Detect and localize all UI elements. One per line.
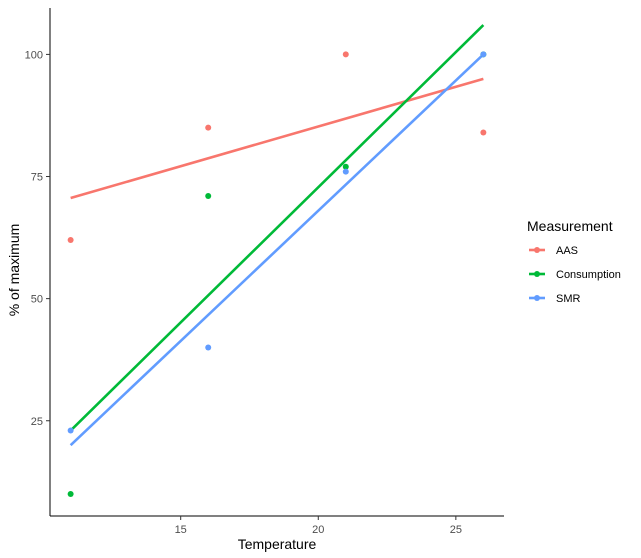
y-axis-title: % of maximum [6, 224, 22, 317]
legend-title: Measurement [527, 218, 613, 234]
y-tick-label-100: 100 [25, 49, 43, 61]
y-tick-label-75: 75 [31, 172, 43, 184]
legend-key-point-smr [534, 295, 540, 301]
data-points [67, 51, 487, 498]
legend-key-point-aas [534, 247, 540, 253]
fit-lines [69, 24, 485, 447]
point-consumption-21 [342, 163, 349, 170]
point-aas-16 [205, 124, 212, 131]
y-tick-label-25: 25 [31, 416, 43, 428]
point-smr-26 [480, 51, 487, 58]
legend-item-smr: SMR [529, 293, 581, 305]
legend-label-aas: AAS [556, 245, 578, 257]
point-smr-16 [205, 344, 212, 351]
y-tick-label-50: 50 [31, 294, 43, 306]
point-aas-21 [342, 51, 349, 58]
fit-line-consumption [69, 24, 485, 432]
x-tick-label-20: 20 [312, 524, 324, 536]
legend-label-consumption: Consumption [556, 269, 621, 281]
point-smr-11 [67, 427, 74, 434]
x-tick-label-15: 15 [175, 524, 187, 536]
legend-item-consumption: Consumption [529, 269, 621, 281]
fit-line-aas [70, 77, 484, 200]
x-axis-ticks: 15 20 25 [175, 516, 462, 536]
legend-item-aas: AAS [529, 245, 578, 257]
legend: Measurement AAS Consumption SMR [527, 218, 621, 305]
x-axis-title: Temperature [238, 536, 317, 552]
point-aas-11 [67, 237, 74, 244]
point-aas-26 [480, 129, 487, 136]
fit-line-smr [69, 53, 485, 447]
point-consumption-16 [205, 193, 212, 200]
legend-key-point-consumption [534, 271, 540, 277]
point-smr-21 [342, 168, 349, 175]
point-consumption-11 [67, 491, 74, 498]
y-axis-ticks: 25 50 75 100 [25, 49, 50, 428]
legend-label-smr: SMR [556, 293, 581, 305]
x-tick-label-25: 25 [450, 524, 462, 536]
